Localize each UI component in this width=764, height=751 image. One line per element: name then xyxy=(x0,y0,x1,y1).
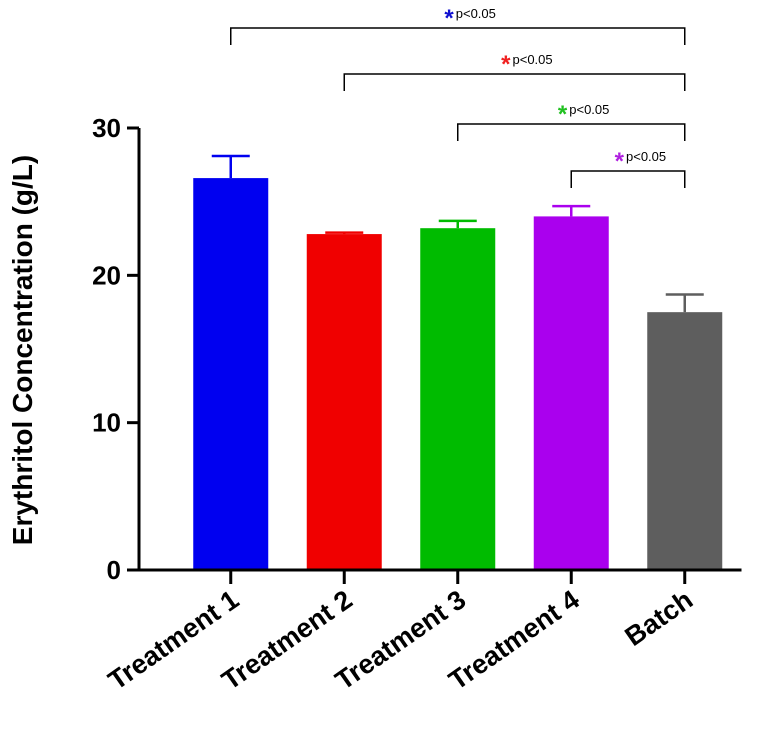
significance-star: * xyxy=(501,51,511,78)
significance-star: * xyxy=(444,5,454,32)
significance-bracket xyxy=(457,123,686,141)
y-tick-label: 20 xyxy=(92,260,121,290)
y-axis-title: Erythritol Concentration (g/L) xyxy=(7,155,38,545)
y-tick-label: 10 xyxy=(92,408,121,438)
significance-star: * xyxy=(558,101,568,128)
y-axis-ticks: 0 10 20 30 xyxy=(92,113,139,585)
significance-bracket xyxy=(230,27,686,45)
bar xyxy=(420,228,496,571)
error-bars xyxy=(211,154,704,313)
x-category-label: Batch xyxy=(620,584,699,652)
y-tick-label: 0 xyxy=(107,555,121,585)
significance-label: p<0.05 xyxy=(513,52,553,67)
bar xyxy=(647,312,723,570)
significance-label: p<0.05 xyxy=(569,102,609,117)
y-tick-label: 30 xyxy=(92,113,121,143)
significance-bracket xyxy=(570,170,686,188)
significance-brackets: * p<0.05* p<0.05* p<0.05* p<0.05 xyxy=(230,5,686,188)
axes xyxy=(137,128,742,572)
significance-label: p<0.05 xyxy=(456,6,496,21)
significance-star: * xyxy=(615,148,625,175)
bar xyxy=(533,216,609,570)
significance-label: p<0.05 xyxy=(626,149,666,164)
bar xyxy=(193,178,269,571)
significance-bracket xyxy=(343,73,686,91)
bar xyxy=(306,234,382,570)
bars xyxy=(193,178,723,571)
